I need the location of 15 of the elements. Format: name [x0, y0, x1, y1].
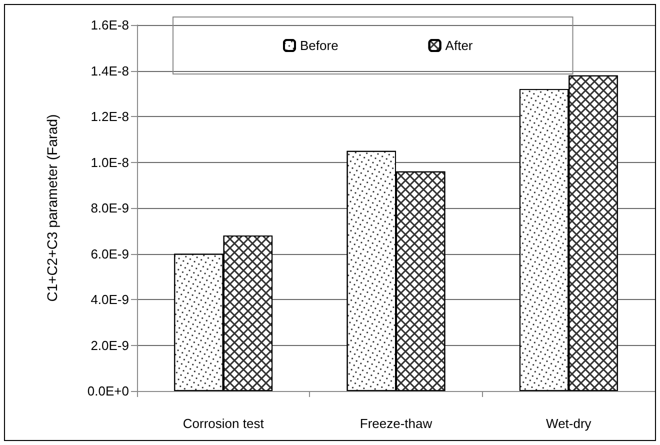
y-tick-label: 1.6E-8	[90, 18, 129, 32]
x-tick-label: Freeze-thaw	[360, 416, 433, 431]
y-tick-label: 2.0E-9	[90, 338, 129, 353]
y-tick-label: 8.0E-9	[90, 200, 129, 216]
y-tick-label: 0.0E+0	[87, 384, 129, 398]
y-axis-title: C1+C2+C3 parameter (Farad)	[44, 114, 60, 302]
y-tick-label: 1.4E-8	[90, 63, 129, 78]
legend-label: Before	[300, 38, 338, 53]
legend-label: After	[445, 38, 474, 53]
y-tick-label: 1.2E-8	[90, 109, 129, 124]
x-tick-label: Wet-dry	[546, 416, 592, 431]
y-tick-label: 4.0E-9	[90, 292, 129, 307]
y-tick-label: 1.0E-8	[90, 154, 129, 170]
y-tick-label: 6.0E-9	[90, 246, 129, 262]
x-tick-label: Corrosion test	[182, 416, 264, 431]
